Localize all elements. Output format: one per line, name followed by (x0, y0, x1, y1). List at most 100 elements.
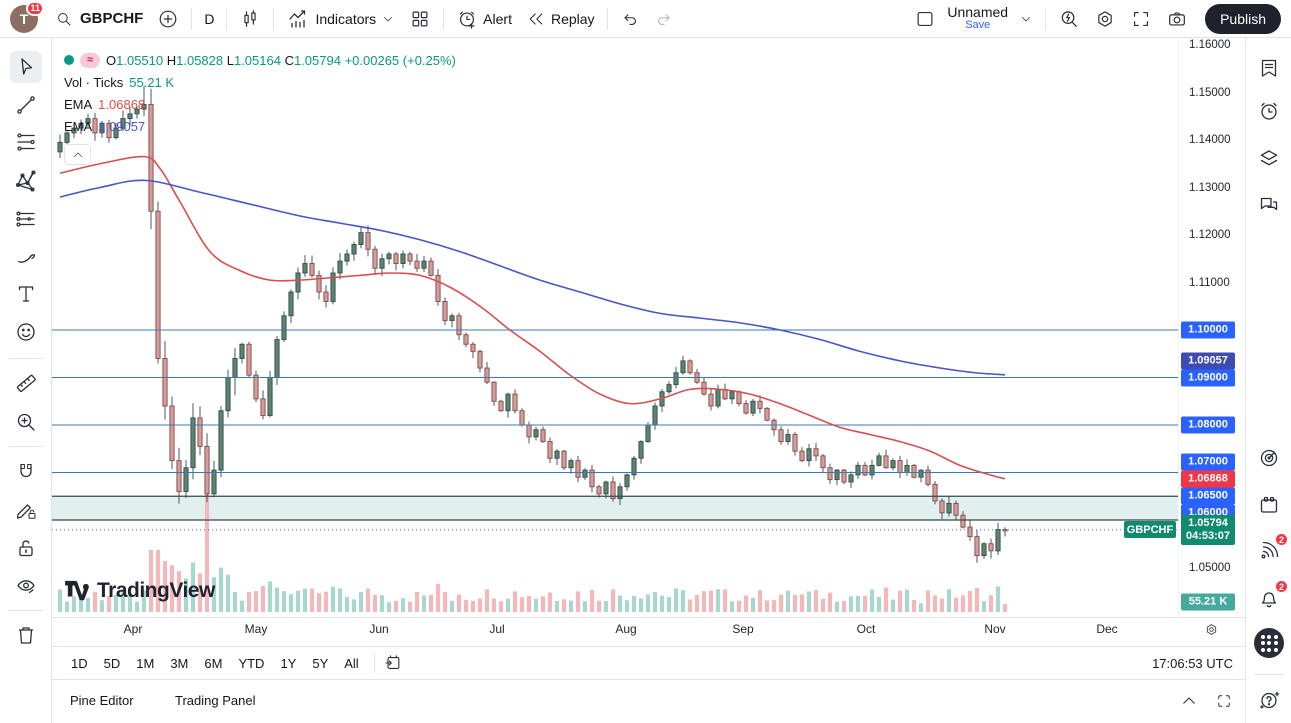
save-link[interactable]: Save (965, 18, 991, 31)
calendar-button[interactable] (1257, 493, 1281, 517)
approx-data-icon[interactable]: ≈ (80, 52, 100, 68)
price-level-badge[interactable]: 1.10000 (1181, 321, 1235, 339)
candlestick-chart[interactable] (52, 38, 1178, 617)
watchlist-button[interactable] (1257, 56, 1281, 80)
fib-lines-tool-button[interactable] (10, 126, 42, 158)
chat-button[interactable] (1257, 193, 1281, 217)
panel-expand-chevron-icon[interactable] (1180, 692, 1198, 710)
brush-icon (14, 244, 38, 268)
replay-rewind-icon (526, 9, 546, 29)
position-tool-button[interactable] (10, 203, 42, 235)
brush-tool-button[interactable] (10, 240, 42, 272)
hide-drawings-button[interactable] (10, 570, 42, 602)
time-axis[interactable]: Apr May Jun Jul Aug Sep Oct Nov Dec (52, 617, 1178, 640)
replay-button[interactable]: Replay (519, 0, 602, 38)
all-apps-button[interactable] (1254, 628, 1284, 658)
zoom-in-tool-button[interactable] (10, 406, 42, 438)
measure-tool-button[interactable] (10, 367, 42, 399)
price-level-badge[interactable]: 55.21 K (1181, 593, 1235, 611)
tab-trading-panel[interactable]: Trading Panel (175, 693, 256, 708)
bottom-toolbar: 1D 5D 1M 3M 6M YTD 1Y 5Y All 17:06:53 UTC (52, 646, 1245, 680)
price-level-badge[interactable]: 1.06868 (1181, 470, 1235, 488)
market-status-dot-icon[interactable] (64, 55, 74, 65)
streams-button[interactable]: 2 (1257, 532, 1289, 563)
go-to-date-button[interactable] (383, 653, 403, 673)
alert-clock-plus-icon (456, 8, 478, 30)
range-button-6m[interactable]: 6M (204, 655, 223, 671)
ema-fast-label[interactable]: EMA (64, 96, 93, 112)
lightning-search-icon (1058, 8, 1080, 30)
hotlists-radar-button[interactable] (1257, 446, 1281, 470)
top-toolbar: T 11 GBPCHF D Indicators Alert Replay (0, 0, 1291, 38)
toolbar-separator (1045, 7, 1047, 30)
cursor-tool-button[interactable] (10, 51, 42, 83)
range-button-1d[interactable]: 1D (71, 655, 88, 671)
tab-pine-editor[interactable]: Pine Editor (70, 693, 134, 708)
price-level-badge[interactable]: 1.06500 (1181, 487, 1235, 505)
price-axis[interactable]: 1.16000 1.15000 1.14000 1.13000 1.12000 1.110… (1178, 38, 1245, 617)
range-button-ytd[interactable]: YTD (238, 655, 265, 671)
alert-label: Alert (483, 10, 512, 27)
symbol-search-button[interactable]: GBPCHF (48, 0, 150, 38)
trend-line-tool-button[interactable] (10, 89, 42, 121)
fullscreen-brackets-icon (1130, 8, 1152, 30)
notifications-button[interactable]: 2 (1257, 579, 1289, 610)
legend-collapse-button[interactable] (64, 144, 91, 165)
layout-menu-chevron[interactable] (1012, 0, 1040, 38)
drawing-toolbar (0, 38, 52, 723)
price-level-badge[interactable]: 1.09000 (1181, 369, 1235, 387)
drawing-mode-lock-button[interactable] (10, 494, 42, 526)
range-button-5d[interactable]: 5D (103, 655, 121, 671)
ema-slow-label[interactable]: EMA (64, 118, 93, 134)
indicator-templates-button[interactable] (402, 0, 438, 38)
remove-drawings-button[interactable] (10, 619, 42, 651)
range-button-1m[interactable]: 1M (136, 655, 155, 671)
range-button-5y[interactable]: 5Y (312, 655, 329, 671)
symbol-name: GBPCHF (80, 10, 144, 27)
alerts-panel-button[interactable] (1257, 99, 1281, 123)
current-time-utc[interactable]: 17:06:53 UTC (1152, 655, 1233, 671)
alert-button[interactable]: Alert (449, 0, 519, 38)
help-button[interactable] (1257, 688, 1281, 712)
panel-maximize-icon[interactable] (1215, 692, 1233, 710)
publish-button[interactable]: Publish (1205, 3, 1281, 34)
range-button-1y[interactable]: 1Y (280, 655, 297, 671)
ema-slow-value: 1.09057 (98, 118, 146, 134)
text-tool-button[interactable] (10, 278, 42, 310)
footer-panel: Pine Editor Trading Panel (52, 680, 1245, 723)
pattern-tool-button[interactable] (10, 164, 42, 196)
last-price-badge[interactable]: 1.05794 04:53:07 (1181, 515, 1235, 545)
screenshot-button[interactable] (1159, 0, 1195, 38)
object-tree-button[interactable] (1257, 146, 1281, 170)
chart-pane[interactable]: ≈ O1.05510 H1.05828 L1.05164 C1.05794 +0… (52, 38, 1178, 617)
quick-search-button[interactable] (1051, 0, 1087, 38)
notifications-count-badge: 2 (1274, 579, 1289, 594)
price-level-badge[interactable]: 1.08000 (1181, 416, 1235, 434)
chart-style-button[interactable] (232, 0, 268, 38)
indicators-button[interactable]: Indicators (279, 0, 402, 38)
redo-button[interactable] (647, 0, 681, 38)
replay-label: Replay (550, 10, 595, 27)
trend-line-icon (14, 93, 38, 117)
price-level-badge[interactable]: 1.09057 (1181, 352, 1235, 370)
magnet-mode-button[interactable] (10, 456, 42, 488)
price-level-badge[interactable]: 1.07000 (1181, 453, 1235, 471)
range-button-3m[interactable]: 3M (170, 655, 189, 671)
interval-button[interactable]: D (197, 0, 221, 38)
lock-drawings-button[interactable] (10, 532, 42, 564)
fib-lines-icon (14, 130, 38, 154)
compare-add-symbol-button[interactable] (150, 0, 186, 38)
layout-save-control[interactable]: Unnamed Save (943, 5, 1012, 32)
range-button-all[interactable]: All (344, 655, 359, 671)
user-avatar[interactable]: T 11 (10, 0, 44, 33)
fullscreen-button[interactable] (1123, 0, 1159, 38)
chart-settings-button[interactable] (1087, 0, 1123, 38)
volume-indicator-label[interactable]: Vol · Ticks (64, 74, 124, 90)
undo-button[interactable] (613, 0, 647, 38)
layout-select-button[interactable] (907, 0, 943, 38)
ohlc-key: L (226, 52, 234, 68)
emoji-tool-button[interactable] (10, 316, 42, 348)
volume-value: 55.21 K (129, 74, 175, 90)
symbol-price-line-label[interactable]: GBPCHF (1124, 521, 1176, 539)
axis-settings-gear-icon[interactable] (1204, 622, 1219, 637)
